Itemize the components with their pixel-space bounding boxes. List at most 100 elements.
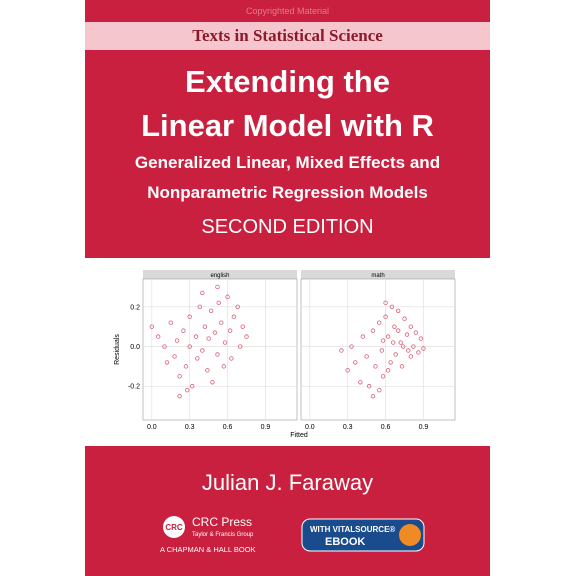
strip <box>301 270 455 279</box>
point <box>215 352 220 357</box>
point <box>172 354 177 359</box>
point <box>404 332 410 337</box>
watermark: Copyrighted Material <box>85 0 490 22</box>
point <box>225 294 230 300</box>
panel <box>300 278 456 421</box>
point <box>181 328 186 333</box>
point <box>177 374 182 379</box>
point <box>174 338 180 343</box>
point <box>408 354 414 359</box>
y-tick-label: 0.2 <box>130 304 140 311</box>
y-tick-label: 0.0 <box>130 344 140 351</box>
logos: CRC CRC Press Taylor & Francis Group A C… <box>160 515 425 554</box>
point <box>408 324 414 329</box>
point <box>222 340 228 345</box>
point <box>200 290 205 296</box>
point <box>339 348 344 353</box>
point <box>385 368 391 373</box>
point <box>219 320 224 325</box>
author: Julian J. Faraway <box>201 470 374 495</box>
point <box>373 364 378 369</box>
publisher: CRC Press <box>192 515 252 529</box>
logo-text: CRC <box>165 523 183 532</box>
point <box>393 352 398 357</box>
point <box>231 314 237 319</box>
point <box>168 320 173 325</box>
point <box>216 300 221 306</box>
ebook-badge <box>301 518 425 552</box>
point <box>187 344 192 349</box>
series-name: Texts in Statistical Science <box>85 22 490 50</box>
point <box>202 324 208 329</box>
point <box>418 336 424 341</box>
title: Extending the <box>185 64 390 99</box>
point <box>380 338 386 343</box>
point <box>377 388 382 393</box>
x-axis-label: Fitted <box>290 432 308 439</box>
point <box>360 334 366 339</box>
x-tick-label: 0.0 <box>305 424 315 431</box>
panel <box>142 278 298 421</box>
x-tick-label: 0.9 <box>419 424 429 431</box>
edition: SECOND EDITION <box>201 216 374 238</box>
strip-label: math <box>371 273 384 279</box>
y-axis-label: Residuals <box>114 334 121 365</box>
point <box>155 334 161 339</box>
figure: english 0.0 0.3 0.6 0.9 0.2 0.0 -0.2 math 0.0 0.3 0… <box>114 270 456 439</box>
point <box>206 336 211 341</box>
point <box>177 393 182 399</box>
x-tick-label: 0.3 <box>185 424 195 431</box>
point <box>383 314 388 319</box>
x-tick-label: 0.3 <box>343 424 353 431</box>
point <box>195 356 200 361</box>
book-cover: Copyrighted Material Texts in Statistica… <box>85 0 490 576</box>
point <box>353 360 358 365</box>
point <box>149 324 155 329</box>
point <box>370 393 376 399</box>
point <box>237 344 243 349</box>
point <box>164 360 170 365</box>
point <box>364 354 369 359</box>
subtitle: Nonparametric Regression Models <box>147 183 428 202</box>
figure-area: english 0.0 0.3 0.6 0.9 0.2 0.0 -0.2 math 0.0 0.3 0… <box>85 258 490 446</box>
point <box>401 344 406 349</box>
point <box>389 304 395 310</box>
point <box>379 348 384 353</box>
y-tick-label: -0.2 <box>128 384 140 391</box>
ebook-text: WITH VITALSOURCE® <box>310 525 395 534</box>
point <box>244 334 249 339</box>
point <box>205 368 210 373</box>
point <box>406 348 411 353</box>
point <box>370 328 376 333</box>
point <box>235 304 240 310</box>
point <box>388 360 393 365</box>
point <box>413 330 419 335</box>
point <box>184 388 190 393</box>
point <box>411 344 416 349</box>
x-tick-label: 0.0 <box>147 424 157 431</box>
point <box>385 334 391 339</box>
point <box>345 368 350 373</box>
point <box>395 308 401 313</box>
point <box>240 324 245 329</box>
ebook-icon <box>399 524 421 546</box>
point <box>366 384 372 389</box>
point <box>358 380 363 385</box>
point <box>395 328 401 333</box>
point <box>398 340 403 345</box>
point <box>402 316 407 321</box>
point <box>183 364 189 369</box>
x-tick-label: 0.6 <box>223 424 233 431</box>
point <box>212 330 218 335</box>
subtitle: Generalized Linear, Mixed Effects and <box>134 153 441 172</box>
imprint: A CHAPMAN & HALL BOOK <box>160 545 256 554</box>
point <box>197 304 203 310</box>
strip <box>143 270 297 279</box>
point <box>210 380 215 385</box>
point <box>162 344 167 349</box>
point <box>187 314 192 319</box>
publisher-group: Taylor & Francis Group <box>192 532 254 538</box>
point <box>221 364 226 369</box>
strip-label: english <box>210 273 229 279</box>
point <box>215 284 220 290</box>
